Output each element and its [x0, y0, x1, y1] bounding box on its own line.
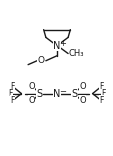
Text: F: F: [98, 96, 103, 105]
Text: F: F: [101, 89, 105, 98]
Text: O: O: [38, 56, 45, 65]
Text: O: O: [79, 96, 85, 105]
Text: S: S: [36, 89, 42, 99]
Text: F: F: [8, 89, 12, 98]
Text: +: +: [59, 39, 66, 48]
Text: N: N: [53, 41, 60, 51]
Text: CH₃: CH₃: [68, 49, 83, 58]
Text: F: F: [98, 82, 103, 91]
Text: N: N: [53, 89, 60, 99]
Text: −: −: [58, 87, 65, 96]
Text: S: S: [71, 89, 77, 99]
Text: O: O: [28, 96, 34, 105]
Text: F: F: [10, 96, 15, 105]
Text: O: O: [28, 82, 34, 91]
Text: F: F: [10, 82, 15, 91]
Text: O: O: [79, 82, 85, 91]
